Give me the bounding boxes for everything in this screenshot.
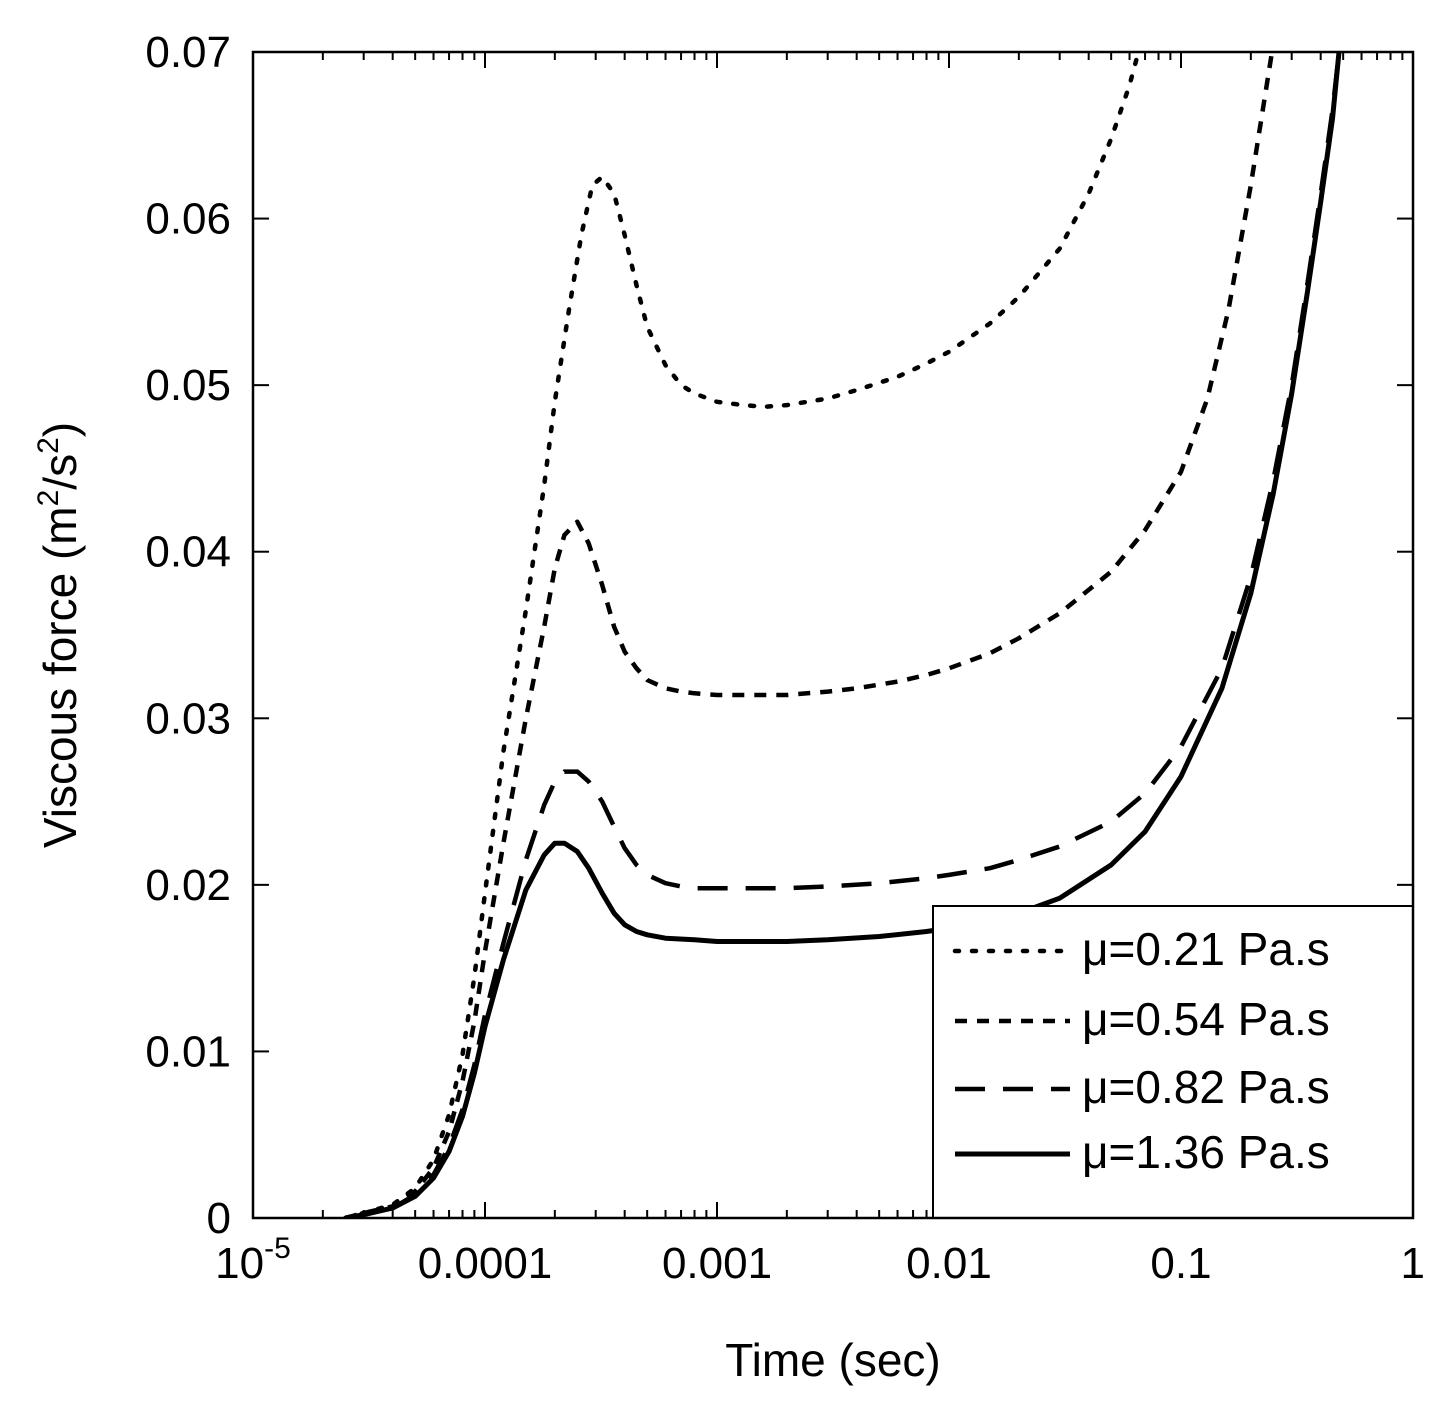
legend-label-2: μ=0.82 Pa.s bbox=[1082, 1061, 1330, 1113]
x-tick-label-2: 0.001 bbox=[662, 1239, 772, 1288]
series-line-2 bbox=[344, 52, 1342, 1218]
series-group bbox=[343, 52, 1342, 1218]
y-tick-label-2: 0.02 bbox=[145, 861, 231, 910]
series-line-0 bbox=[343, 52, 1141, 1218]
y-axis-label: Viscous force (m2/s2) bbox=[32, 422, 86, 848]
y-tick-label-6: 0.06 bbox=[145, 195, 231, 244]
x-tick-label-0: 10-5 bbox=[215, 1232, 291, 1288]
y-tick-label-4: 0.04 bbox=[145, 528, 231, 577]
legend-label-1: μ=0.54 Pa.s bbox=[1082, 993, 1330, 1045]
y-tick-label-3: 0.03 bbox=[145, 694, 231, 743]
x-tick-label-5: 1 bbox=[1401, 1239, 1425, 1288]
y-tick-label-7: 0.07 bbox=[145, 28, 231, 77]
legend-label-3: μ=1.36 Pa.s bbox=[1082, 1126, 1330, 1178]
x-axis-label: Time (sec) bbox=[725, 1334, 941, 1386]
x-tick-label-4: 0.1 bbox=[1150, 1239, 1211, 1288]
series-line-3 bbox=[344, 52, 1342, 1218]
legend: μ=0.21 Pa.s μ=0.54 Pa.s μ=0.82 Pa.s μ=1.36 … bbox=[952, 923, 1330, 1178]
plot-frame bbox=[251, 50, 1415, 1220]
y-tick-label-0: 0 bbox=[207, 1194, 231, 1243]
x-tick-label-1: 0.0001 bbox=[418, 1239, 553, 1288]
y-tick-label-5: 0.05 bbox=[145, 361, 231, 410]
y-tick-labels: 0 0.01 0.02 0.03 0.04 0.05 0.06 0.07 bbox=[145, 28, 231, 1243]
x-tick-label-3: 0.01 bbox=[906, 1239, 992, 1288]
legend-box bbox=[932, 905, 1414, 1219]
y-tick-label-1: 0.01 bbox=[145, 1027, 231, 1076]
x-tick-labels: 10-5 0.0001 0.001 0.01 0.1 1 bbox=[215, 1232, 1425, 1288]
legend-label-0: μ=0.21 Pa.s bbox=[1082, 923, 1330, 975]
